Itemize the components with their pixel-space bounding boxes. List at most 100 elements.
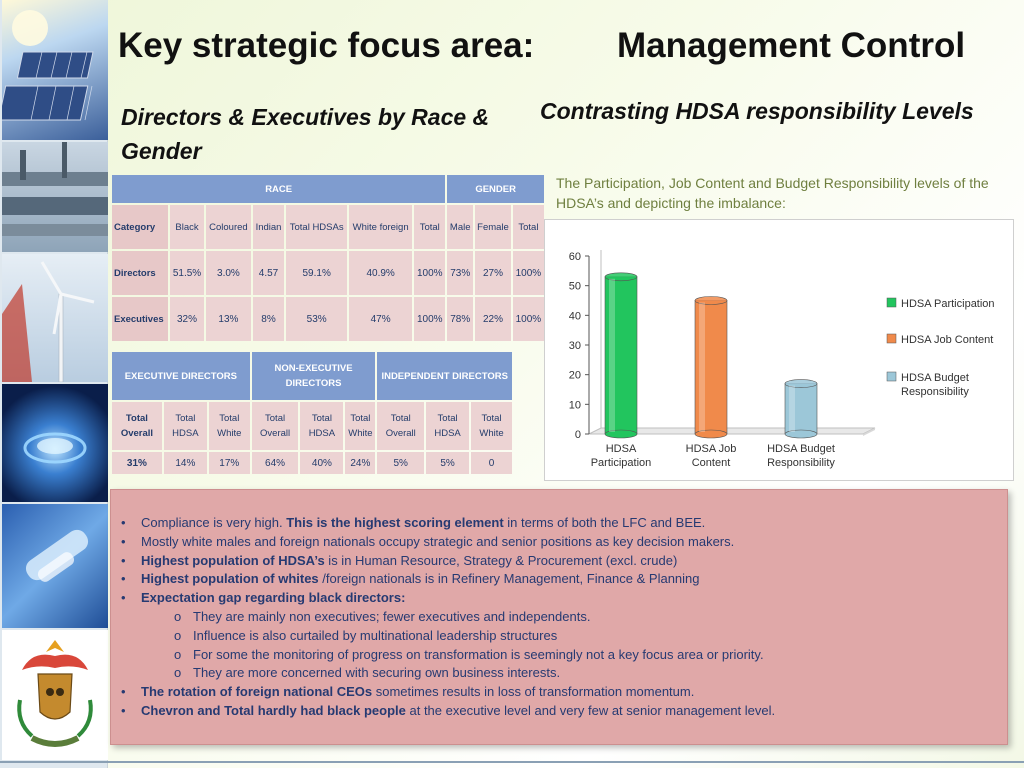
solar-panel-image (2, 0, 108, 140)
bar-base (604, 429, 638, 439)
y-tick-label: 50 (569, 281, 581, 293)
table-cell: 78% (447, 297, 474, 341)
bar-top (604, 272, 638, 282)
hdsa-chart-svg: 0 10 20 30 40 50 60 HDSA Participation HDSA Job Co… (569, 250, 995, 469)
chart-floor-edge (863, 428, 875, 436)
column-header: Total HDSA (163, 402, 207, 450)
bullet-text: /foreign nationals is in Refinery Manage… (318, 571, 700, 587)
table-cell: 24% (345, 452, 376, 474)
column-header: Total White (345, 402, 376, 450)
bullet-text: is in Human Resource, Strategy & Procure… (324, 552, 678, 568)
table-cell: 5% (377, 452, 425, 474)
table-row: Directors 51.5% 3.0% 4.57 59.1% 40.9% 10… (112, 251, 544, 295)
bullet-text: For some the monitoring of progress on t… (193, 646, 764, 662)
column-header: Black (170, 205, 205, 249)
table-cell: 51.5% (170, 251, 205, 295)
bullet-item: Chevron and Total hardly had black peopl… (119, 702, 999, 721)
table-cell: 5% (426, 452, 470, 474)
bullet-text: at the executive level and very few at s… (405, 702, 776, 718)
hdsa-chart: 0 10 20 30 40 50 60 HDSA Participation HDSA Job Co… (544, 219, 1014, 481)
x-tick-label: Responsibility (767, 457, 835, 469)
y-tick-label: 0 (575, 429, 581, 441)
column-header: Category (112, 205, 168, 249)
bullet-emphasis: This is the highest scoring element (286, 515, 504, 530)
race-gender-table: RACE GENDER Category Black Coloured Indi… (110, 173, 546, 343)
bar-base (694, 429, 728, 439)
column-header: Total HDSA (426, 402, 470, 450)
table-cell: 53% (286, 297, 348, 341)
x-tick-label: HDSA Budget (767, 443, 835, 455)
table-cell: 22% (475, 297, 511, 341)
bullet-text: Compliance is very high. (141, 515, 287, 530)
chart-description: The Participation, Job Content and Budge… (556, 175, 989, 211)
table-cell: 27% (475, 251, 511, 295)
table-cell: 8% (252, 297, 285, 341)
table-cell: 0 (471, 452, 512, 474)
y-tick-label: 60 (569, 251, 581, 263)
column-header: Total HDSA (300, 402, 344, 450)
table-cell: 59.1% (286, 251, 348, 295)
page-title-topic: Management Control (617, 26, 966, 65)
non-executive-directors-header: NON-EXECUTIVE DIRECTORS (251, 352, 376, 400)
y-tick-label: 30 (569, 340, 581, 352)
left-image-strip (0, 0, 108, 768)
column-header: Coloured (206, 205, 251, 249)
race-group-header: RACE (112, 175, 446, 203)
x-tick-label: HDSA Job (686, 443, 737, 455)
bullet-item: Expectation gap regarding black director… (119, 589, 999, 608)
bullet-text: Mostly white males and foreign nationals… (141, 533, 735, 549)
column-header: Total Overall (377, 402, 425, 450)
sub-bullet-item: They are more concerned with securing ow… (119, 664, 999, 683)
gas-flame-image (2, 384, 108, 502)
bullet-emphasis: Expectation gap regarding black director… (141, 590, 406, 606)
bullet-text: They are mainly non executives; fewer ex… (193, 608, 591, 624)
bullet-item: Mostly white males and foreign nationals… (119, 533, 999, 552)
bullet-item: Highest population of whites /foreign na… (119, 570, 999, 589)
column-header: White foreign (349, 205, 413, 249)
legend-swatch (886, 371, 897, 382)
wind-turbine-image (2, 254, 108, 382)
bullet-emphasis: The rotation of foreign national CEOs (141, 684, 373, 700)
table-row: 31% 14% 17% 64% 40% 24% 5% 5% 0 (112, 452, 512, 474)
bar (694, 300, 728, 435)
bar-highlight (789, 385, 795, 432)
y-tick-label: 40 (569, 310, 581, 322)
table-cell: 32% (170, 297, 205, 341)
column-header: Total White (208, 402, 250, 450)
page-title: Key strategic focus area: (118, 26, 535, 65)
coat-of-arms-logo (2, 630, 108, 760)
table-cell: 4.57 (252, 251, 285, 295)
bullet-text: Influence is also curtailed by multinati… (193, 627, 558, 643)
sub-bullet-item: Influence is also curtailed by multinati… (119, 627, 999, 646)
x-tick-label: Content (692, 457, 731, 469)
column-header: Total Overall (112, 402, 162, 450)
column-header: Indian (252, 205, 285, 249)
legend-label: HDSA Job Content (901, 334, 993, 346)
table-cell: 100% (512, 251, 544, 295)
x-tick-label: HDSA (606, 443, 637, 455)
gender-group-header: GENDER (447, 175, 544, 203)
bullet-emphasis: Chevron and Total hardly had black peopl… (141, 702, 406, 718)
legend-label: Responsibility (901, 386, 969, 398)
table-cell: 64% (251, 452, 299, 474)
table-cell: 40% (300, 452, 344, 474)
section-heading-directors: Directors & Executives by Race & Gender (121, 104, 490, 164)
findings-list: Compliance is very high. This is the hig… (119, 514, 999, 721)
table-cell: 40.9% (349, 251, 413, 295)
column-header: Total (414, 205, 446, 249)
legend-label: HDSA Participation (901, 298, 995, 310)
sub-bullet-item: They are mainly non executives; fewer ex… (119, 608, 999, 627)
table-cell: 13% (206, 297, 251, 341)
bottom-divider (0, 761, 1024, 763)
legend-swatch (886, 297, 897, 308)
y-tick-label: 20 (569, 370, 581, 382)
y-tick-label: 10 (569, 399, 581, 411)
column-header: Male (447, 205, 474, 249)
sub-bullet-item: For some the monitoring of progress on t… (119, 646, 999, 665)
bar-highlight (699, 302, 705, 432)
row-label: Directors (112, 251, 168, 295)
table-row: Executives 32% 13% 8% 53% 47% 100% 78% 2… (112, 297, 544, 341)
row-label: Executives (112, 297, 168, 341)
bullet-emphasis: Highest population of whites (141, 571, 319, 587)
